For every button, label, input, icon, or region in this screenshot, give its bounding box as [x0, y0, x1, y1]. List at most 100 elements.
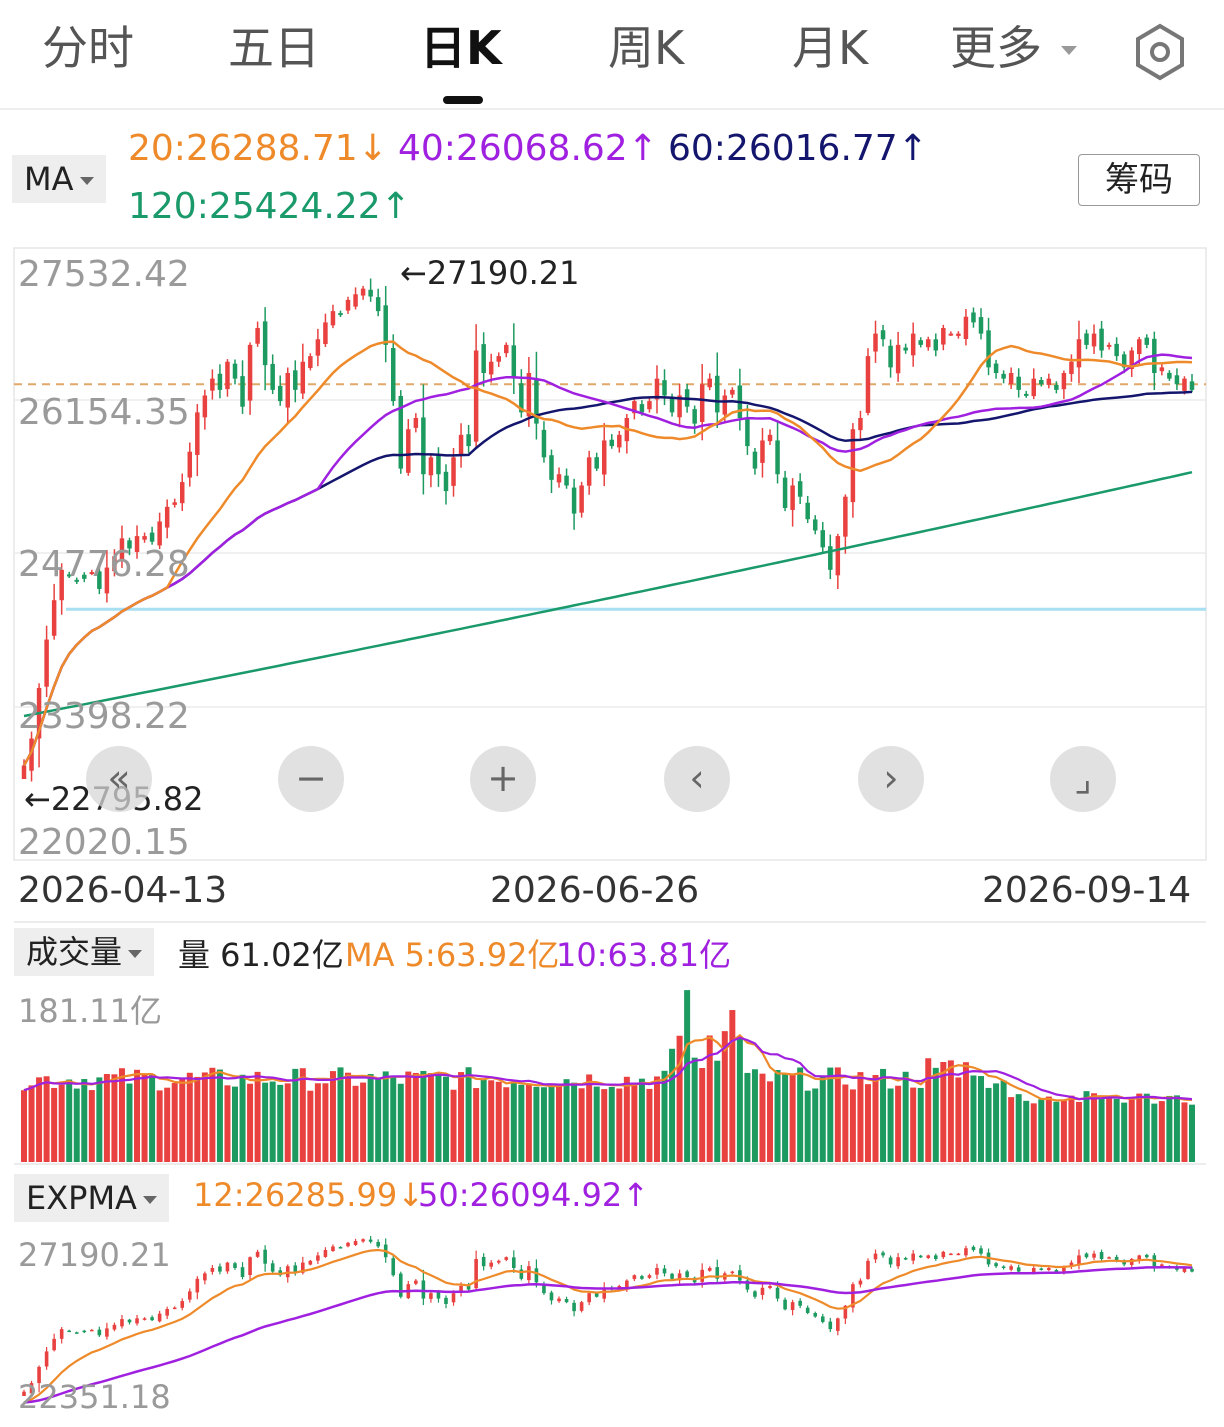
tab-more[interactable]: 更多	[950, 21, 1042, 75]
expma-candle-body	[240, 1267, 245, 1277]
ma20-value: 20:26288.71↓	[128, 128, 388, 169]
volume-bar	[141, 1074, 148, 1162]
expma50-value: 50:26094.92↑	[418, 1176, 649, 1214]
candle-body	[903, 347, 908, 351]
main-chart-frame	[13, 247, 1207, 861]
expma-candle-body	[602, 1287, 607, 1299]
volume-bar	[156, 1090, 163, 1162]
candle-body	[895, 344, 901, 374]
expma-candle-body	[225, 1262, 230, 1272]
candle-body	[699, 384, 705, 422]
volume-bar	[1068, 1095, 1075, 1162]
indicator-selector-expma[interactable]: EXPMA	[14, 1174, 169, 1222]
expma-candle-body	[248, 1257, 252, 1276]
candle-body	[1046, 378, 1052, 385]
volume-bar	[669, 1048, 676, 1162]
hexagon-gear-icon[interactable]	[1130, 22, 1190, 82]
ma120-line	[23, 470, 1193, 718]
zoom-out-button[interactable]: −	[278, 746, 344, 812]
tab-weekly-k[interactable]: 周K	[608, 21, 685, 75]
candle-body	[82, 574, 87, 579]
candle-body	[586, 457, 592, 486]
candle-body	[375, 297, 381, 312]
volume-bar	[578, 1088, 585, 1162]
indicator-selector-volume[interactable]: 成交量	[14, 928, 155, 976]
candle-body	[767, 434, 773, 442]
volume-bar	[601, 1089, 608, 1162]
expma12-line	[23, 1248, 1193, 1404]
candle-body	[948, 333, 954, 336]
scroll-start-button[interactable]: «	[86, 746, 152, 812]
candle-body	[669, 396, 675, 413]
candle-body	[986, 330, 991, 368]
scroll-right-button[interactable]: ›	[858, 746, 924, 812]
volume-bar	[299, 1068, 306, 1162]
main-candles	[21, 278, 1195, 782]
expma-candle-body	[82, 1330, 87, 1333]
expma-candle-body	[647, 1275, 652, 1278]
volume-bar	[804, 1090, 811, 1162]
candle-body	[51, 600, 57, 636]
expma-candle-body	[52, 1338, 56, 1351]
candle-body	[835, 536, 841, 576]
volume-bar	[73, 1088, 80, 1162]
volume-bar	[1015, 1094, 1022, 1162]
candle-body	[1174, 375, 1180, 385]
expma-candle-body	[37, 1366, 41, 1384]
volume-bar	[284, 1083, 291, 1162]
volume-bar	[978, 1076, 985, 1162]
expma-candle-body	[572, 1302, 576, 1312]
candle-body	[421, 417, 426, 475]
candle-body	[1076, 339, 1082, 368]
volume-bar	[684, 990, 691, 1162]
volume-bar	[1038, 1099, 1045, 1162]
expma-candle-body	[1009, 1266, 1013, 1270]
expma-candle-body	[331, 1246, 335, 1251]
fullscreen-button[interactable]: ⌟	[1050, 746, 1116, 812]
period-tab-bar: 分时 五日 日K 周K 月K 更多	[0, 0, 1224, 110]
candle-body	[745, 417, 750, 447]
tab-intraday[interactable]: 分时	[42, 21, 134, 75]
expma-candle-body	[451, 1293, 456, 1303]
expma-candle-body	[805, 1307, 810, 1313]
candle-body	[707, 378, 712, 388]
volume-bar	[955, 1077, 962, 1162]
candle-body	[74, 579, 79, 582]
volume-bar	[849, 1089, 856, 1162]
chevron-down-icon	[142, 1196, 157, 1204]
candle-body	[323, 322, 328, 345]
candle-body	[526, 372, 532, 417]
volume-bar	[427, 1073, 434, 1162]
chip-distribution-button[interactable]: 筹码	[1078, 154, 1200, 206]
volume-bar	[1000, 1080, 1007, 1162]
ma40-line	[22, 353, 1193, 767]
volume-bar	[495, 1081, 502, 1162]
zoom-in-button[interactable]: +	[470, 746, 536, 812]
candle-body	[473, 350, 479, 442]
tab-five-day[interactable]: 五日	[228, 21, 320, 75]
volume-bar	[676, 1035, 683, 1162]
candle-body	[1061, 372, 1067, 390]
volume-bar	[729, 1010, 736, 1162]
candle-body	[654, 378, 660, 400]
volume-bar	[917, 1087, 924, 1162]
tab-monthly-k[interactable]: 月K	[792, 21, 869, 75]
tab-daily-k[interactable]: 日K	[420, 21, 502, 75]
volume-bar	[910, 1087, 917, 1162]
candle-body	[104, 567, 110, 594]
volume-bar	[21, 1090, 27, 1162]
volume-bar	[751, 1069, 758, 1162]
candle-body	[910, 333, 916, 356]
volume-bar	[714, 1060, 721, 1162]
volume-bar	[1008, 1097, 1015, 1162]
volume-bar	[872, 1075, 879, 1162]
expma-candle-body	[112, 1324, 117, 1330]
scroll-left-button[interactable]: ‹	[664, 746, 730, 812]
expma-candle-body	[338, 1247, 343, 1249]
expma-candle-body	[203, 1273, 207, 1281]
expma-candle-body	[677, 1273, 682, 1281]
expma-candle-body	[873, 1253, 878, 1260]
indicator-selector-ma[interactable]: MA	[12, 155, 106, 203]
candle-body	[390, 348, 396, 402]
